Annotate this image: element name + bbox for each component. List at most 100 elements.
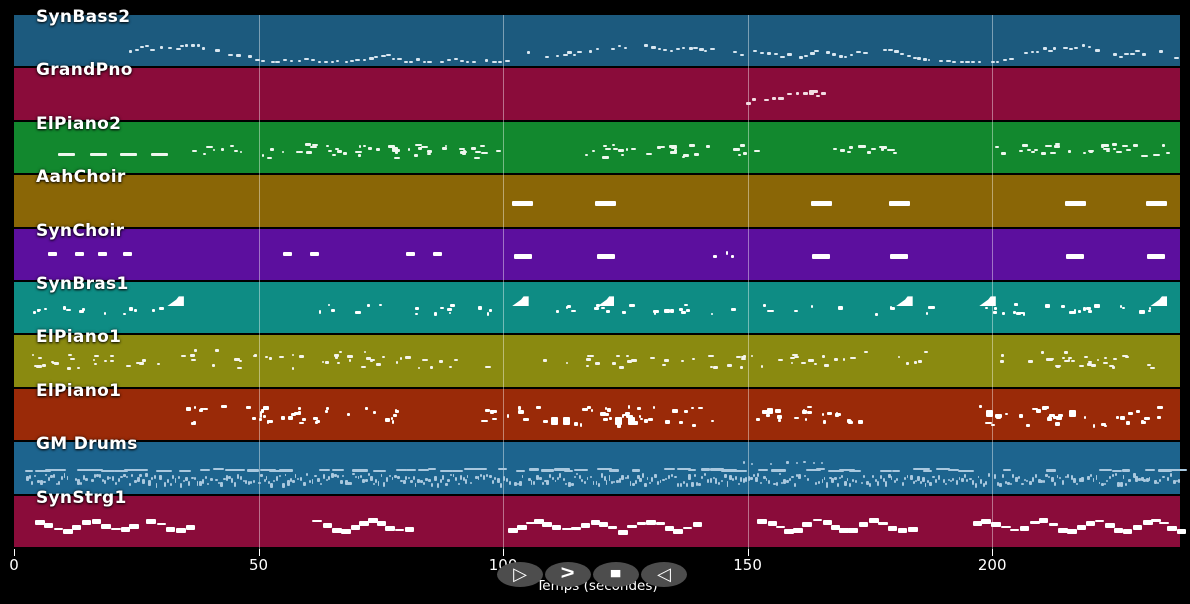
midi-note xyxy=(97,252,107,257)
midi-note xyxy=(115,482,117,486)
midi-note xyxy=(397,476,400,480)
midi-note xyxy=(726,364,733,367)
midi-note xyxy=(1082,152,1087,155)
midi-note xyxy=(228,475,231,479)
midi-note xyxy=(665,477,668,481)
track-band-elpiano2 xyxy=(14,121,1180,174)
midi-note xyxy=(763,410,767,414)
midi-note xyxy=(372,482,376,485)
midi-note xyxy=(568,481,571,487)
midi-note xyxy=(1005,412,1008,416)
midi-note xyxy=(963,474,967,479)
midi-note xyxy=(605,147,611,151)
midi-note xyxy=(156,363,160,366)
midi-note xyxy=(549,474,551,479)
midi-note xyxy=(602,156,609,160)
midi-note xyxy=(798,474,802,479)
midi-note xyxy=(606,408,611,412)
midi-note xyxy=(1038,518,1048,524)
axis-tick-mark xyxy=(258,549,260,556)
midi-note xyxy=(228,53,234,56)
midi-note xyxy=(839,477,841,480)
midi-note xyxy=(1092,424,1095,429)
midi-note xyxy=(600,306,606,309)
midi-note xyxy=(858,145,866,148)
midi-note xyxy=(427,60,433,64)
midi-note xyxy=(979,404,982,408)
rewind-button[interactable]: ◁ xyxy=(641,562,687,587)
midi-note xyxy=(1012,310,1017,315)
midi-note xyxy=(311,59,316,62)
midi-note xyxy=(254,354,258,357)
midi-note xyxy=(1073,308,1076,313)
midi-note xyxy=(1132,524,1143,530)
midi-note xyxy=(77,366,80,370)
midi-note xyxy=(512,200,534,206)
midi-note xyxy=(394,156,401,160)
midi-note xyxy=(874,479,877,483)
midi-note xyxy=(960,477,964,483)
midi-note xyxy=(1081,44,1085,47)
midi-note xyxy=(674,476,677,479)
midi-note xyxy=(92,358,95,361)
midi-note xyxy=(246,469,259,472)
midi-note xyxy=(131,474,133,478)
midi-note xyxy=(985,421,993,425)
midi-note xyxy=(887,148,895,152)
midi-note xyxy=(1133,144,1139,147)
midi-note xyxy=(1061,356,1066,360)
midi-note xyxy=(807,359,814,363)
midi-note xyxy=(1169,468,1187,472)
midi-note xyxy=(225,475,229,481)
fast-forward-button[interactable]: > xyxy=(545,562,591,587)
midi-note xyxy=(486,312,489,316)
midi-note xyxy=(1000,359,1005,363)
midi-note xyxy=(128,307,134,312)
midi-note xyxy=(588,50,592,53)
midi-note xyxy=(220,481,223,487)
midi-note xyxy=(276,476,279,482)
midi-note xyxy=(1101,482,1104,487)
midi-note xyxy=(400,356,403,360)
midi-note xyxy=(852,479,855,483)
midi-note xyxy=(665,419,670,424)
midi-note xyxy=(1016,303,1019,306)
midi-note xyxy=(81,520,92,525)
midi-note xyxy=(255,58,260,62)
midi-note xyxy=(101,523,111,529)
midi-note xyxy=(1140,154,1148,158)
midi-note xyxy=(1017,476,1020,480)
midi-note xyxy=(644,482,647,487)
stop-button[interactable]: ■ xyxy=(593,562,639,587)
midi-note xyxy=(412,476,416,481)
midi-note xyxy=(212,468,224,471)
midi-note xyxy=(919,481,922,485)
midi-note xyxy=(999,482,1002,487)
midi-note xyxy=(283,59,288,62)
midi-note xyxy=(252,417,256,420)
midi-note xyxy=(1170,473,1172,478)
midi-note xyxy=(457,482,461,485)
midi-note xyxy=(305,473,308,476)
midi-note xyxy=(686,309,691,313)
midi-note xyxy=(447,308,452,311)
midi-note xyxy=(559,473,562,478)
midi-note xyxy=(134,479,137,483)
midi-note xyxy=(625,148,629,151)
midi-note xyxy=(778,97,784,100)
midi-note xyxy=(1094,304,1101,309)
midi-note xyxy=(577,50,582,54)
midi-note xyxy=(297,477,300,481)
midi-note xyxy=(982,483,985,487)
midi-note xyxy=(1092,477,1095,482)
midi-note xyxy=(103,311,107,315)
midi-note xyxy=(595,362,601,365)
midi-note xyxy=(1050,151,1057,154)
midi-note xyxy=(551,525,562,531)
midi-note xyxy=(618,529,628,535)
midi-note xyxy=(696,482,699,487)
midi-note xyxy=(595,304,601,307)
midi-note xyxy=(821,479,824,484)
play-button[interactable]: ▷ xyxy=(497,562,543,587)
midi-note xyxy=(472,60,477,63)
